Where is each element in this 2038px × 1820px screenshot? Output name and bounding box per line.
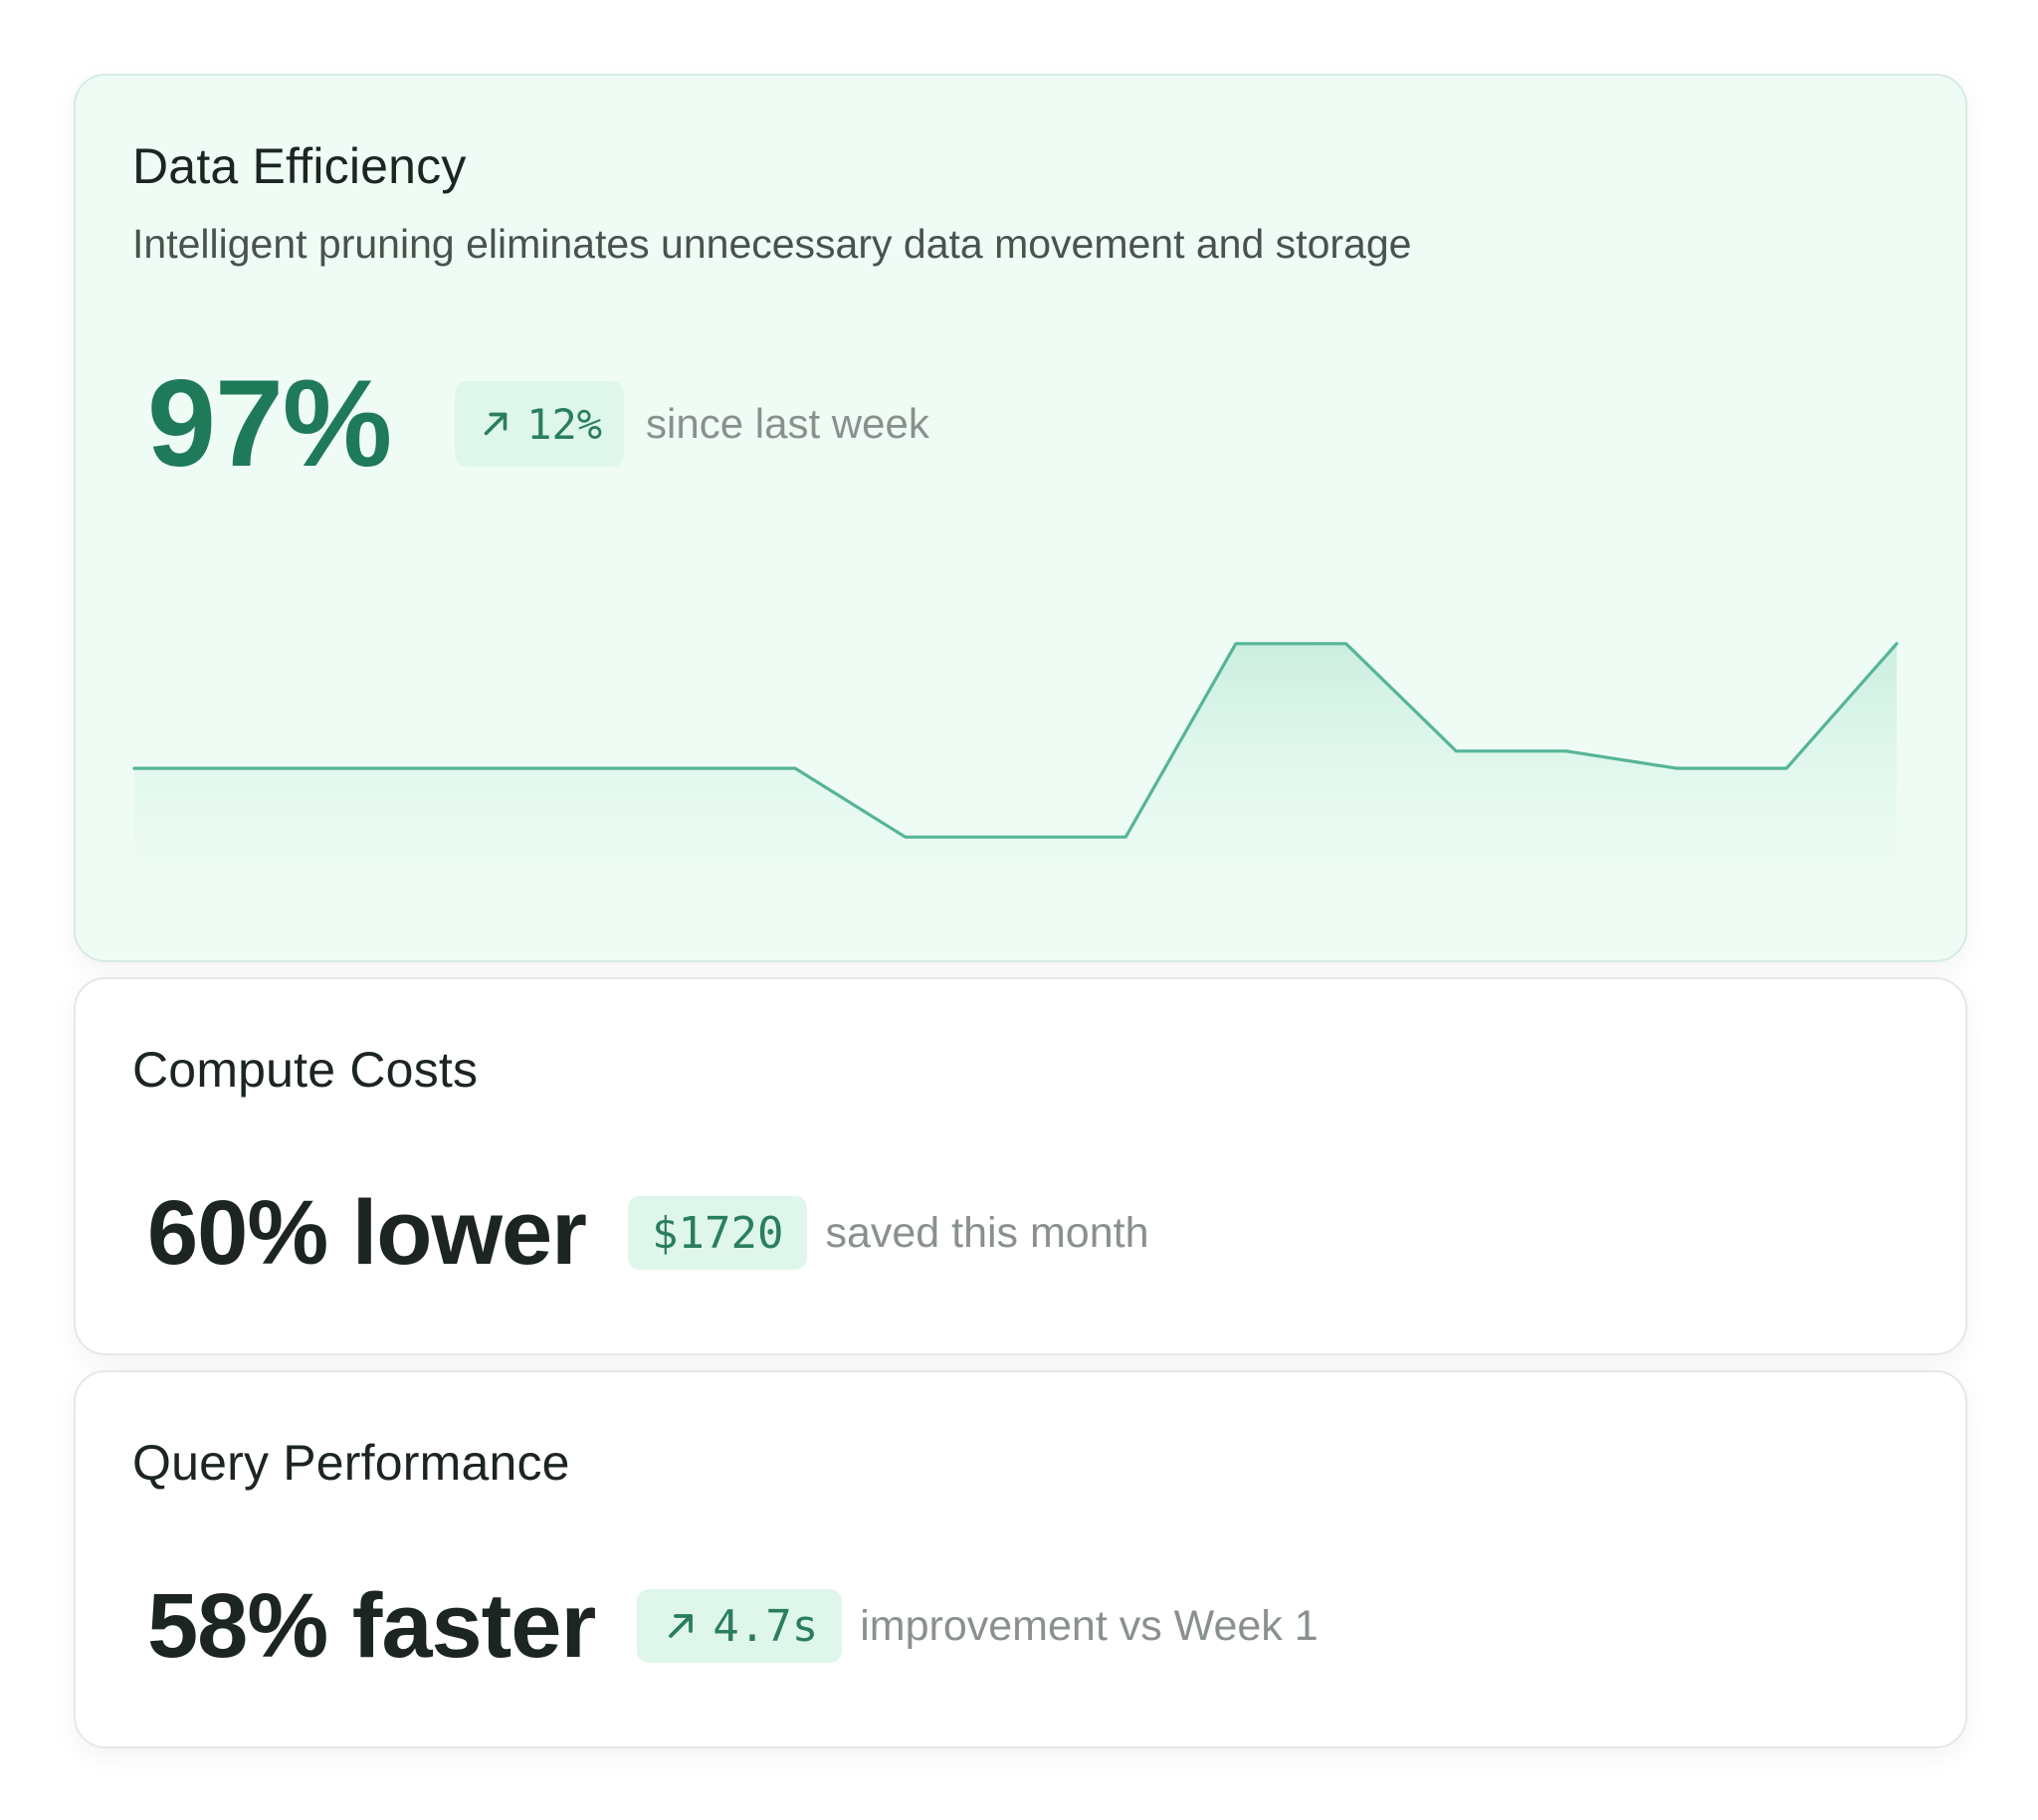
query-performance-card: Query Performance 58% faster 4.7s improv…	[74, 1370, 1967, 1748]
card-title: Query Performance	[132, 1435, 570, 1491]
savings-value: $1720	[651, 1207, 784, 1259]
metric-value: 58% faster	[147, 1575, 596, 1677]
sparkline-chart	[132, 642, 1899, 870]
card-title: Data Efficiency	[132, 138, 467, 194]
change-badge: 4.7s	[637, 1589, 843, 1663]
change-value: 12%	[526, 399, 603, 449]
change-caption: since last week	[646, 400, 929, 447]
savings-badge: $1720	[627, 1196, 808, 1270]
card-title: Compute Costs	[132, 1042, 479, 1098]
sparkline-area	[134, 643, 1897, 870]
arrow-up-right-icon	[484, 412, 508, 436]
change-badge: 12%	[455, 381, 625, 467]
change-value: 4.7s	[713, 1600, 819, 1652]
metrics-stack: Data Efficiency Intelligent pruning elim…	[74, 74, 1967, 1748]
metric-row: 58% faster 4.7s improvement vs Week 1	[147, 1571, 1319, 1681]
metric-row: 97% 12% since last week	[147, 349, 929, 499]
data-efficiency-card: Data Efficiency Intelligent pruning elim…	[74, 74, 1967, 962]
savings-caption: saved this month	[825, 1208, 1149, 1257]
change-caption: improvement vs Week 1	[860, 1601, 1319, 1650]
arrow-up-right-icon	[669, 1614, 694, 1638]
metric-value: 60% lower	[147, 1182, 587, 1284]
metric-row: 60% lower $1720 saved this month	[147, 1178, 1149, 1288]
metric-value: 97%	[147, 355, 392, 493]
card-subtitle: Intelligent pruning eliminates unnecessa…	[132, 221, 1412, 267]
sparkline-line	[132, 642, 1899, 839]
compute-costs-card: Compute Costs 60% lower $1720 saved this…	[74, 977, 1967, 1355]
